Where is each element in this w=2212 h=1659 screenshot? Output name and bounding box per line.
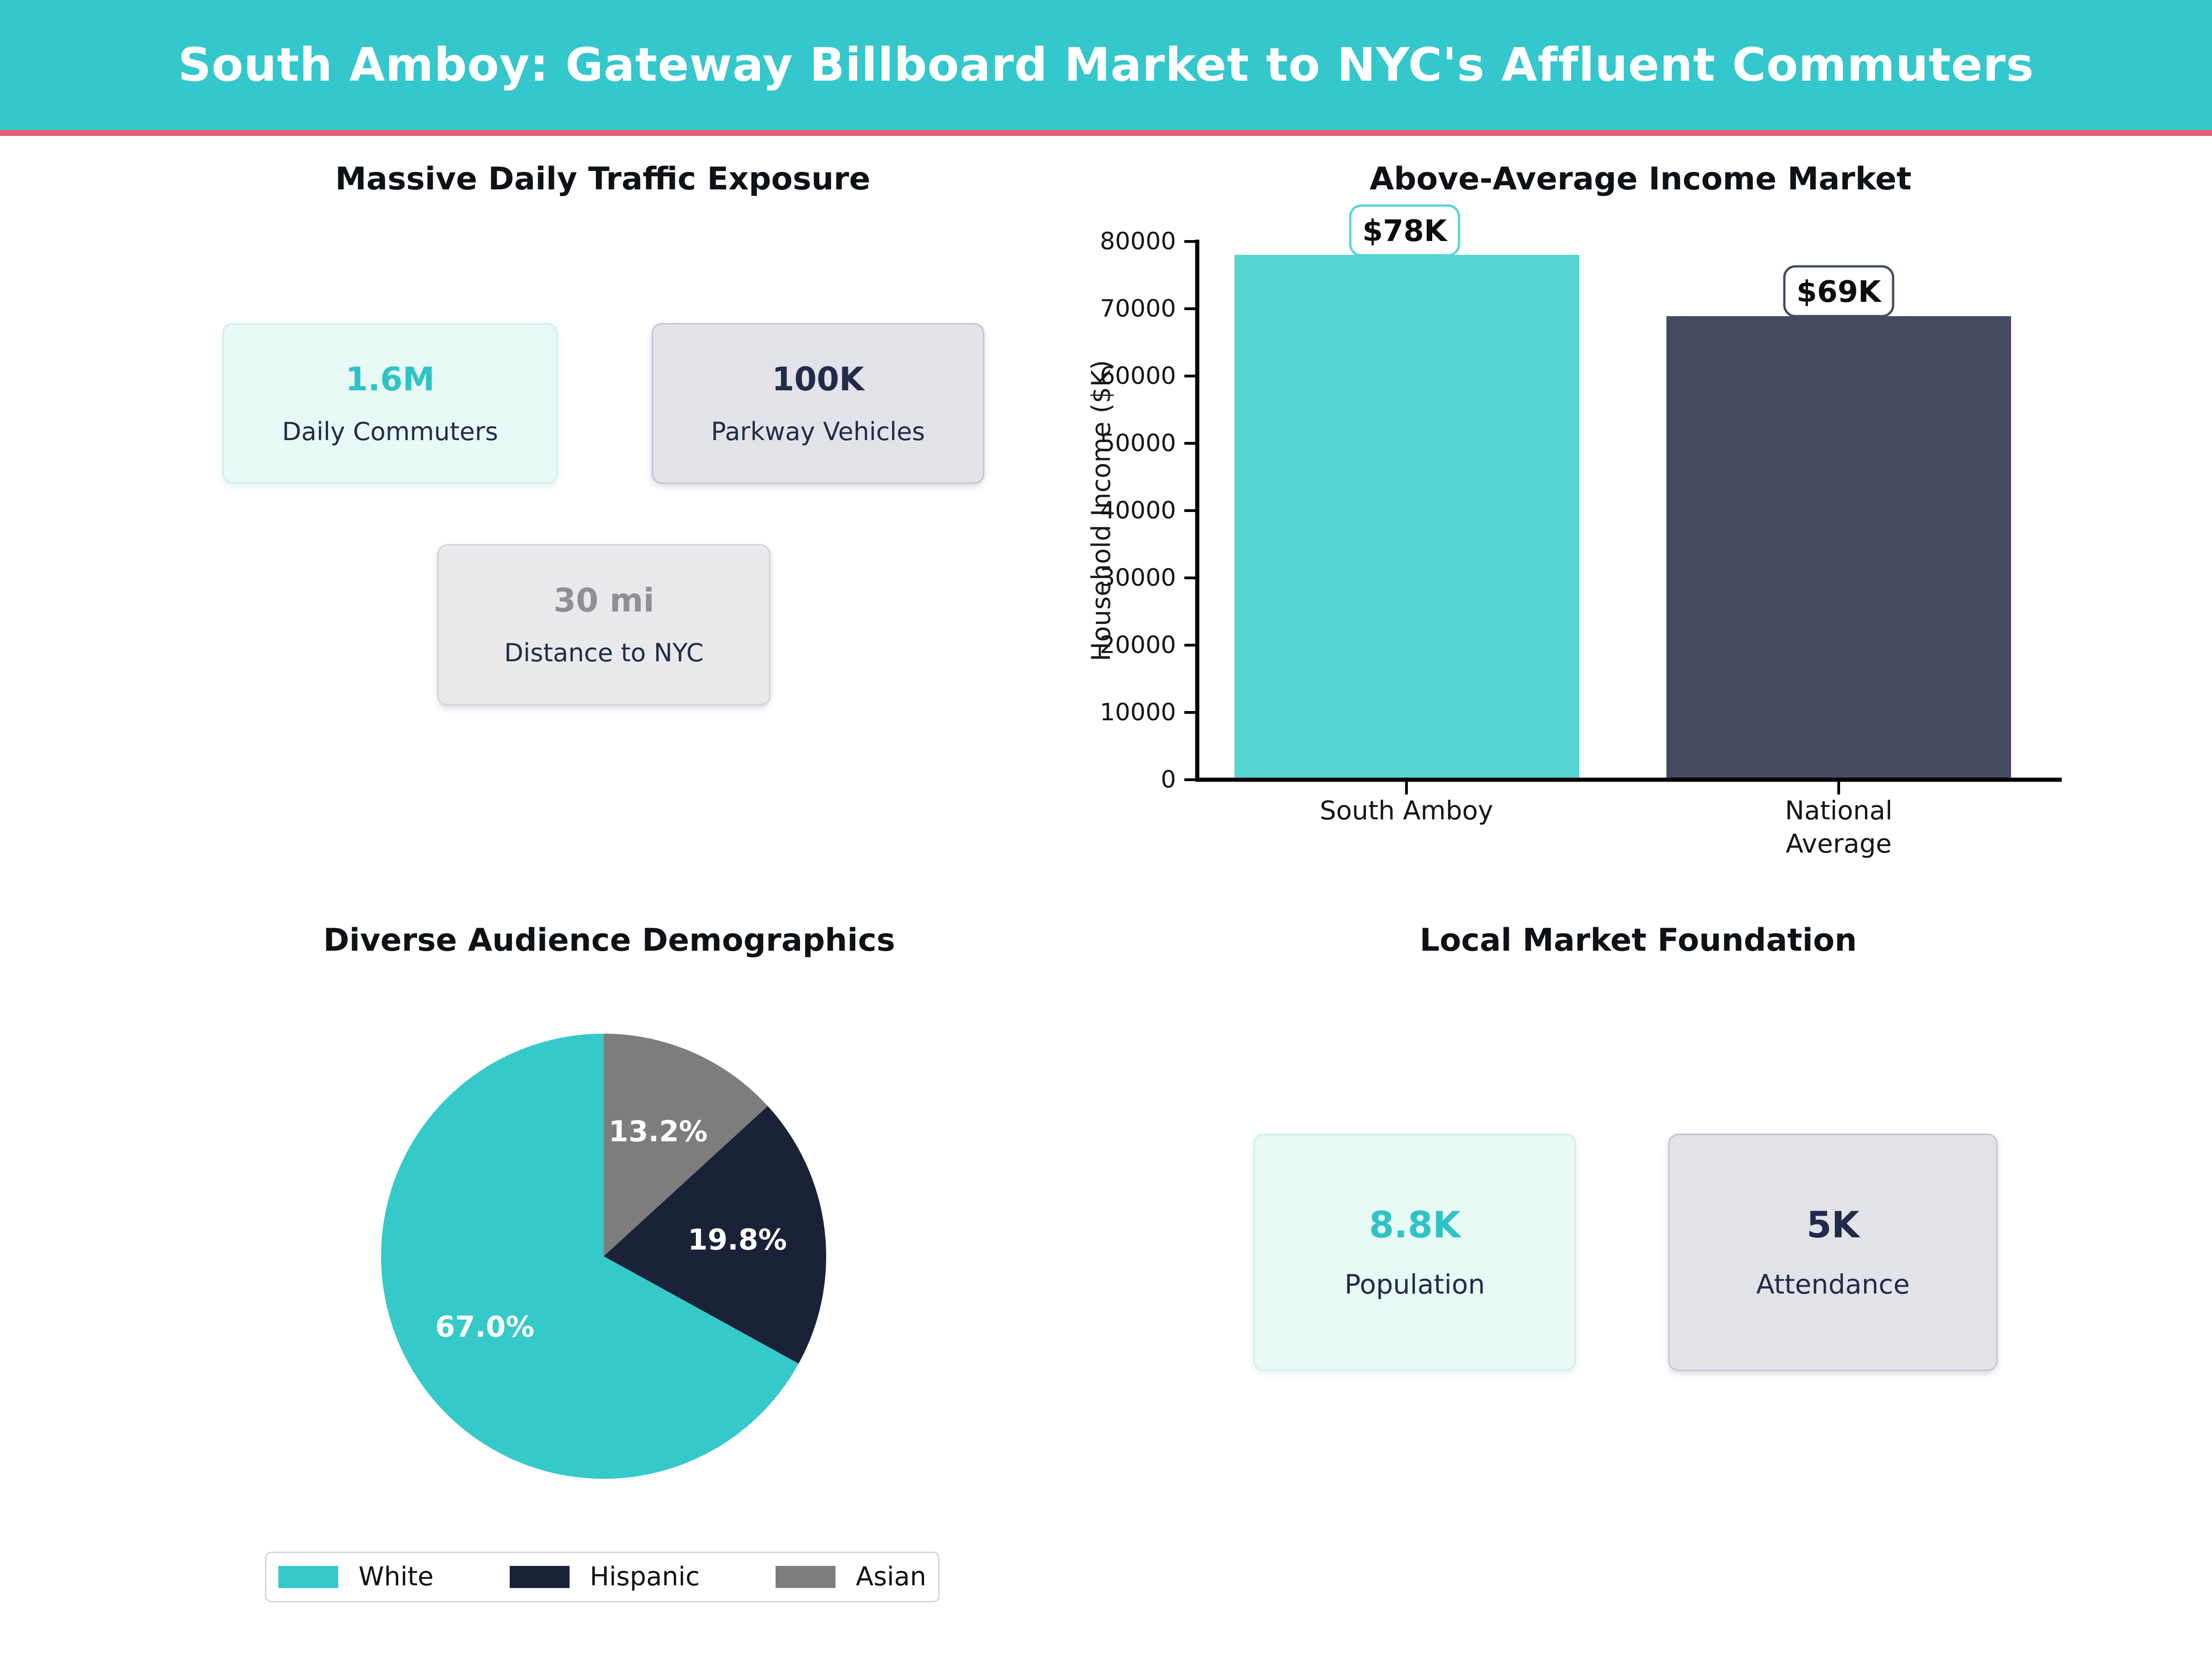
y-tick-label: 40000 <box>1100 497 1176 524</box>
x-tick-label-average: Average <box>1786 829 1892 859</box>
y-tick-label: 0 <box>1161 766 1176 794</box>
stat-value: 1.6M <box>345 360 435 398</box>
y-tick-label: 80000 <box>1100 228 1176 255</box>
bar-national-average <box>1666 316 2011 780</box>
legend-label: White <box>359 1562 434 1592</box>
stat-card-population: 8.8K Population <box>1253 1134 1576 1371</box>
stat-label: Daily Commuters <box>282 417 498 446</box>
section-title-income: Above-Average Income Market <box>1370 161 1912 197</box>
pie-label-asian: 13.2% <box>608 1115 707 1148</box>
annotation-box-national-average <box>1783 265 1894 318</box>
banner: South Amboy: Gateway Billboard Market to… <box>0 0 2212 130</box>
legend-swatch-asian <box>776 1566 836 1588</box>
pie-label-hispanic: 19.8% <box>688 1223 787 1257</box>
pie-slice-hispanic <box>604 1106 826 1364</box>
legend-label: Hispanic <box>589 1562 700 1592</box>
stat-label: Parkway Vehicles <box>711 417 925 446</box>
stat-value: 30 mi <box>553 582 654 619</box>
annotation-value: $78K <box>1362 214 1448 248</box>
annotation-box-south-amboy <box>1349 204 1460 257</box>
bar-south-amboy <box>1235 255 1579 780</box>
pie-slice-white <box>381 1034 799 1479</box>
y-tick-label: 60000 <box>1100 362 1176 390</box>
section-title-market: Local Market Foundation <box>1419 922 1857 959</box>
y-tick-label: 10000 <box>1100 699 1176 726</box>
x-tick-label-national: National <box>1785 796 1892 826</box>
legend-item-white: White <box>278 1564 434 1590</box>
banner-accent-divider <box>0 130 2212 136</box>
stat-value: 100K <box>771 360 865 398</box>
section-title-traffic: Massive Daily Traffic Exposure <box>335 161 871 197</box>
x-tick-label-south-amboy: South Amboy <box>1320 796 1493 826</box>
y-tick-label: 50000 <box>1100 429 1176 457</box>
stat-card-attendance: 5K Attendance <box>1668 1134 1998 1371</box>
stat-value: 8.8K <box>1369 1204 1461 1246</box>
stat-label: Population <box>1344 1268 1485 1300</box>
pie-slice-asian <box>604 1034 768 1256</box>
section-title-demographics: Diverse Audience Demographics <box>323 922 895 959</box>
stat-card-distance-to-nyc: 30 mi Distance to NYC <box>437 544 771 706</box>
demographics-pie-chart: 67.0% 19.8% 13.2% <box>381 1034 826 1479</box>
page-title: South Amboy: Gateway Billboard Market to… <box>178 38 2034 92</box>
pie-legend: White Hispanic Asian <box>265 1552 940 1602</box>
stat-label: Attendance <box>1756 1268 1910 1300</box>
legend-swatch-hispanic <box>509 1566 570 1588</box>
y-tick-label: 30000 <box>1100 564 1176 592</box>
legend-label: Asian <box>856 1562 926 1592</box>
y-axis-label: Household Income ($K) <box>1087 360 1117 661</box>
y-tick-label: 70000 <box>1100 295 1176 323</box>
legend-item-hispanic: Hispanic <box>509 1562 700 1592</box>
annotation-value: $69K <box>1796 275 1882 309</box>
income-bar-chart: Household Income ($K) 0 10000 20000 3000… <box>1087 204 2062 859</box>
legend-swatch-white <box>278 1566 338 1588</box>
legend-item-asian: Asian <box>776 1564 926 1590</box>
stat-card-parkway-vehicles: 100K Parkway Vehicles <box>652 323 984 484</box>
stat-card-daily-commuters: 1.6M Daily Commuters <box>223 323 558 484</box>
y-tick-label: 20000 <box>1100 631 1176 659</box>
stat-value: 5K <box>1806 1204 1859 1246</box>
pie-label-white: 67.0% <box>435 1310 534 1344</box>
stat-label: Distance to NYC <box>504 638 704 667</box>
